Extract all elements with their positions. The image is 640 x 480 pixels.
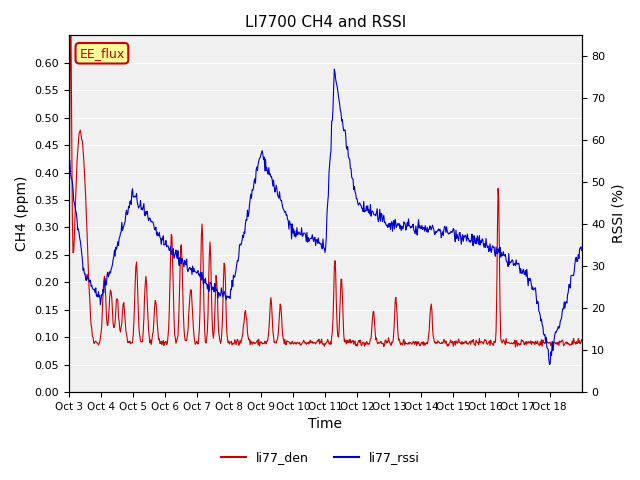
- li77_rssi: [245, 211, 253, 217]
- Line: li77_den: li77_den: [69, 36, 582, 347]
- li77_rssi: [65, 160, 73, 166]
- li77_rssi: [379, 219, 387, 225]
- li77_rssi: [546, 361, 554, 367]
- li77_rssi: [264, 171, 272, 177]
- li77_den: [578, 337, 586, 343]
- X-axis label: Time: Time: [308, 418, 342, 432]
- Title: LI7700 CH4 and RSSI: LI7700 CH4 and RSSI: [244, 15, 406, 30]
- li77_den: [407, 340, 415, 346]
- li77_den: [511, 344, 519, 350]
- li77_rssi: [220, 291, 227, 297]
- li77_den: [379, 341, 387, 347]
- li77_den: [265, 327, 273, 333]
- li77_den: [220, 260, 228, 266]
- li77_den: [65, 243, 73, 249]
- Y-axis label: RSSI (%): RSSI (%): [611, 184, 625, 243]
- li77_rssi: [330, 66, 338, 72]
- Legend: li77_den, li77_rssi: li77_den, li77_rssi: [216, 446, 424, 469]
- Text: EE_flux: EE_flux: [79, 47, 125, 60]
- li77_den: [67, 33, 74, 38]
- li77_den: [126, 338, 134, 344]
- li77_rssi: [578, 248, 586, 253]
- li77_rssi: [125, 205, 133, 211]
- li77_den: [246, 336, 253, 342]
- li77_rssi: [407, 224, 415, 229]
- Y-axis label: CH4 (ppm): CH4 (ppm): [15, 176, 29, 252]
- Line: li77_rssi: li77_rssi: [69, 69, 582, 364]
